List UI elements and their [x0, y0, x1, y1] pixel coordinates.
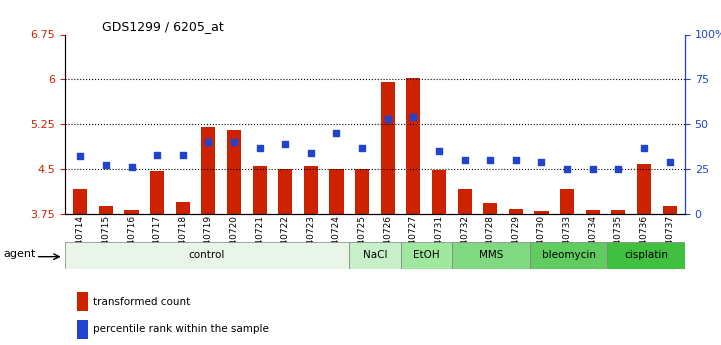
Bar — [509, 209, 523, 214]
Bar — [201, 127, 216, 214]
Text: EtOH: EtOH — [413, 250, 440, 260]
Bar — [560, 189, 574, 214]
FancyBboxPatch shape — [453, 241, 530, 269]
Point — [280, 141, 291, 147]
Point — [151, 152, 163, 157]
Bar — [176, 202, 190, 214]
Text: transformed count: transformed count — [93, 297, 190, 306]
Point — [562, 166, 573, 172]
FancyBboxPatch shape — [401, 241, 453, 269]
Bar — [227, 130, 241, 214]
Bar — [407, 78, 420, 214]
Point — [331, 130, 342, 136]
Point — [229, 139, 240, 145]
Point — [485, 157, 496, 163]
Bar — [637, 164, 651, 214]
Bar — [611, 210, 625, 214]
Text: percentile rank within the sample: percentile rank within the sample — [93, 325, 269, 334]
Point — [638, 145, 650, 150]
Point — [510, 157, 521, 163]
Point — [125, 165, 137, 170]
Bar — [77, 292, 89, 311]
Point — [177, 152, 188, 157]
Bar — [252, 166, 267, 214]
Text: bleomycin: bleomycin — [541, 250, 596, 260]
Bar — [483, 203, 497, 214]
Point — [100, 163, 112, 168]
Text: GDS1299 / 6205_at: GDS1299 / 6205_at — [102, 20, 224, 33]
Text: MMS: MMS — [479, 250, 503, 260]
FancyBboxPatch shape — [65, 241, 349, 269]
Point — [356, 145, 368, 150]
Bar — [77, 320, 89, 339]
Point — [459, 157, 470, 163]
FancyBboxPatch shape — [607, 241, 685, 269]
Bar — [534, 211, 549, 214]
FancyBboxPatch shape — [530, 241, 607, 269]
Bar — [150, 171, 164, 214]
Bar — [74, 189, 87, 214]
Point — [664, 159, 676, 165]
Bar — [329, 169, 343, 214]
Text: cisplatin: cisplatin — [624, 250, 668, 260]
Bar — [585, 210, 600, 214]
Point — [433, 148, 445, 154]
Point — [587, 166, 598, 172]
Bar — [355, 169, 369, 214]
Text: control: control — [189, 250, 225, 260]
Bar — [381, 82, 395, 214]
Bar — [278, 169, 292, 214]
Point — [203, 139, 214, 145]
Point — [254, 145, 265, 150]
Bar — [663, 206, 676, 214]
Text: agent: agent — [4, 249, 35, 259]
Point — [382, 116, 394, 121]
Bar — [125, 210, 138, 214]
Bar — [458, 189, 472, 214]
Point — [536, 159, 547, 165]
Point — [613, 166, 624, 172]
Point — [74, 154, 86, 159]
Point — [305, 150, 317, 156]
Bar — [432, 170, 446, 214]
Text: NaCl: NaCl — [363, 250, 387, 260]
Bar — [304, 166, 318, 214]
Point — [407, 114, 419, 120]
FancyBboxPatch shape — [349, 241, 401, 269]
Bar — [99, 206, 113, 214]
